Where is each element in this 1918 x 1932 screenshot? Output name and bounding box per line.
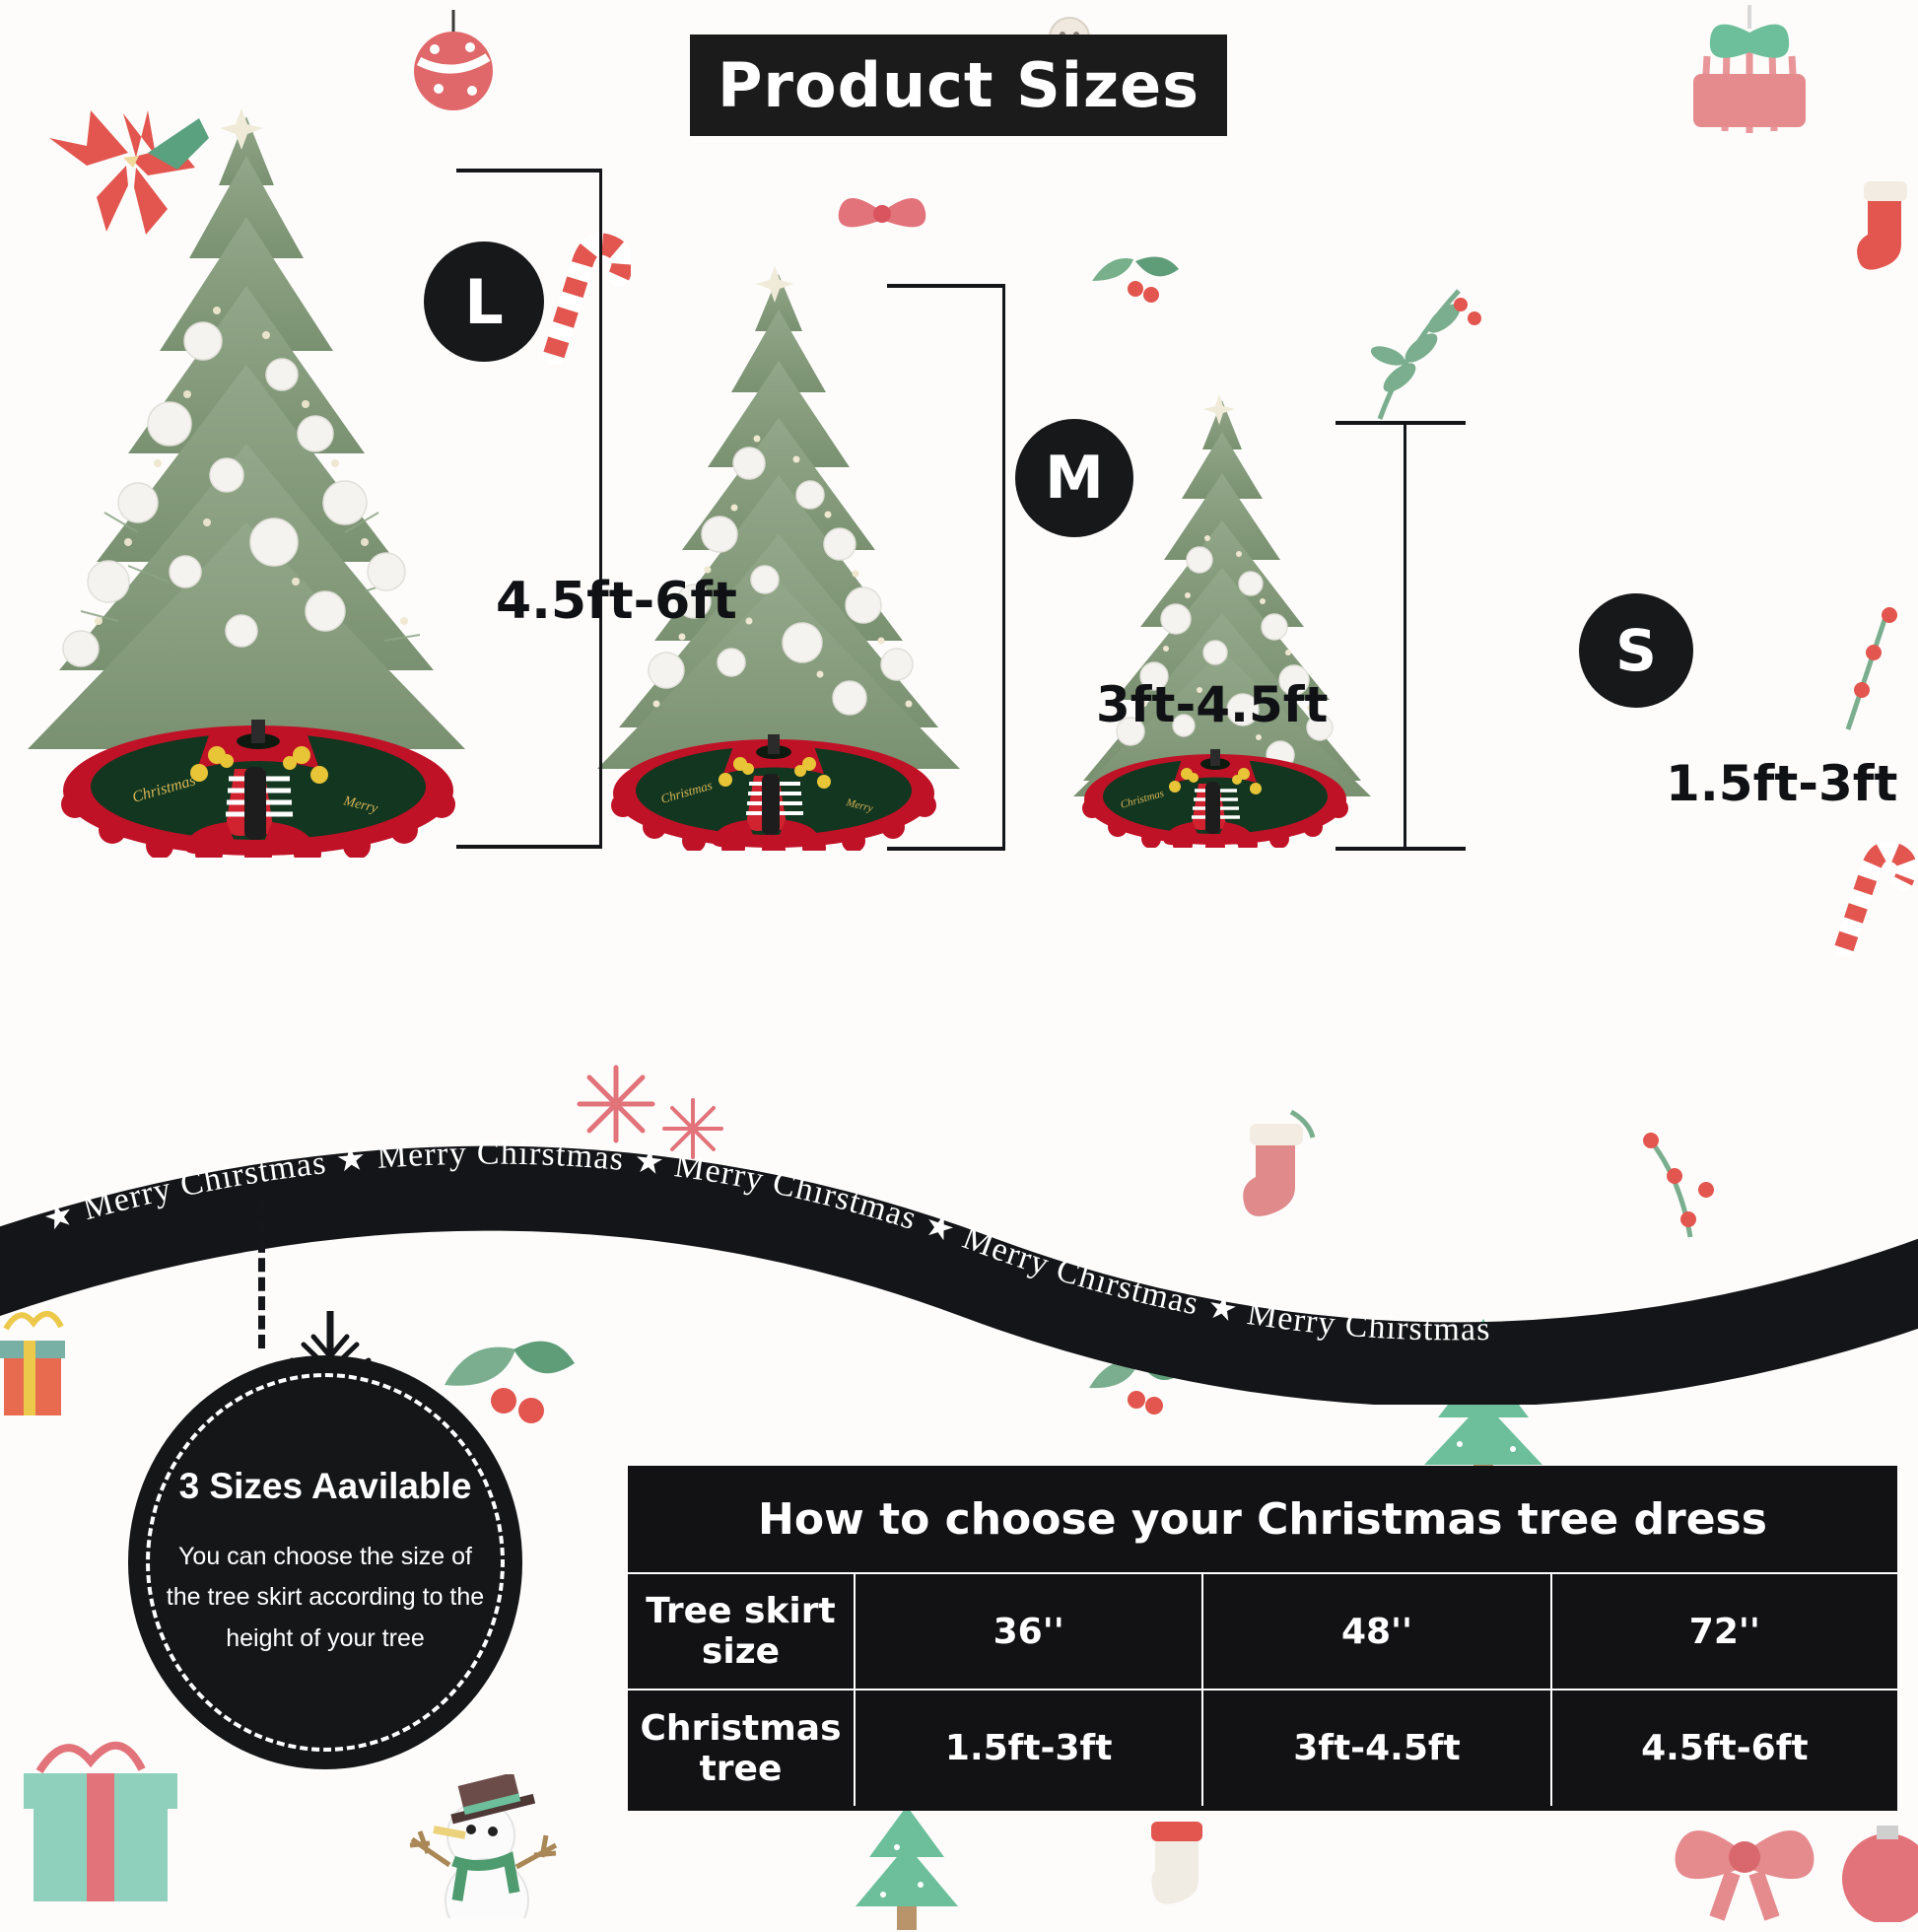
sizes-available-badge: 3 Sizes Aavilable You can choose the siz… [128,1311,532,1774]
ornament-cap-line [326,1311,334,1352]
snowflake-icon [662,1098,723,1159]
christmas-tree-small [1073,394,1371,796]
candy-cane-icon [1834,841,1917,956]
dimension-tick-top-medium [887,284,1005,288]
table-row-label: Christmas tree [628,1689,856,1806]
size-badge-medium: M [1015,419,1133,537]
table-cell: 72'' [1549,1572,1897,1690]
snowflake-icon [577,1065,655,1143]
page-title: Product Sizes [717,49,1200,121]
dimension-tick-top-large [456,169,602,172]
dimension-tick-top-small [1336,421,1466,425]
gift-box-icon [24,1742,177,1901]
size-chart-title: How to choose your Christmas tree dress [758,1493,1767,1545]
table-cell: 3ft-4.5ft [1201,1689,1552,1806]
table-cell: 36'' [853,1572,1204,1690]
stocking-icon [1151,1822,1202,1904]
size-label-large: 4.5ft-6ft [496,572,737,631]
berry-sprig-icon [1845,607,1897,730]
size-badge-large: L [424,242,544,362]
dimension-tick-bottom-large [456,845,602,849]
size-label-medium: 3ft-4.5ft [1096,676,1329,733]
bow-icon [838,198,926,228]
berry-sprig-icon [1643,1133,1714,1238]
dimension-line-large [599,169,602,849]
pine-tree-icon [856,1806,958,1930]
candy-cane-icon [543,233,631,365]
size-badge-large-letter: L [464,265,504,338]
ornament-hanging-string [258,1201,265,1348]
snowman-icon [409,1774,558,1918]
merry-christmas-ribbon: ★ Merry Chirstmas ★ Merry Chirstmas ★ Me… [0,1136,1918,1405]
dimension-line-small [1404,421,1406,851]
tree-skirt-small: Christmas [1082,749,1348,848]
ornament-dashed-border [146,1373,505,1752]
christmas-tree-large [28,108,465,749]
dimension-line-medium [1002,284,1005,851]
size-chart-grid: Tree skirt size 36'' 48'' 72'' Christmas… [628,1572,1897,1806]
size-chart-table: How to choose your Christmas tree dress … [628,1466,1897,1811]
tree-skirt-large: Christmas Merry [61,720,455,858]
table-row: Christmas tree 1.5ft-3ft 3ft-4.5ft 4.5ft… [628,1689,1897,1806]
table-row-label: Tree skirt size [628,1572,856,1690]
dimension-tick-bottom-medium [887,847,1005,851]
size-badge-small-letter: S [1615,617,1657,684]
table-row: Tree skirt size 36'' 48'' 72'' [628,1572,1897,1690]
page-title-banner: Product Sizes [690,34,1227,136]
fringe-ornament-icon [1693,5,1806,133]
holly-icon [1092,256,1179,303]
table-cell: 4.5ft-6ft [1549,1689,1897,1806]
table-cell: 48'' [1201,1572,1552,1690]
bow-icon [1675,1830,1815,1921]
gift-box-icon [0,1311,65,1415]
table-cell: 1.5ft-3ft [853,1689,1204,1806]
size-badge-small: S [1579,593,1693,708]
sizes-available-headline: 3 Sizes Aavilable [178,1466,472,1507]
size-label-small: 1.5ft-3ft [1666,755,1898,812]
mistletoe-icon [1370,289,1481,420]
stocking-icon [1243,1109,1316,1216]
sizes-available-body: You can choose the size of the tree skir… [166,1543,485,1652]
ornament-text-block: 3 Sizes Aavilable You can choose the siz… [128,1355,522,1769]
dimension-tick-bottom-small [1336,847,1466,851]
holly-icon [445,1341,575,1423]
christmas-tree-medium [597,266,960,769]
size-badge-medium-letter: M [1045,444,1104,513]
tree-skirt-medium: Christmas Merry [611,734,936,851]
bauble-icon [414,10,493,110]
stocking-icon [1857,181,1907,270]
poinsettia-icon [49,110,209,235]
bauble-icon [1842,1826,1918,1922]
